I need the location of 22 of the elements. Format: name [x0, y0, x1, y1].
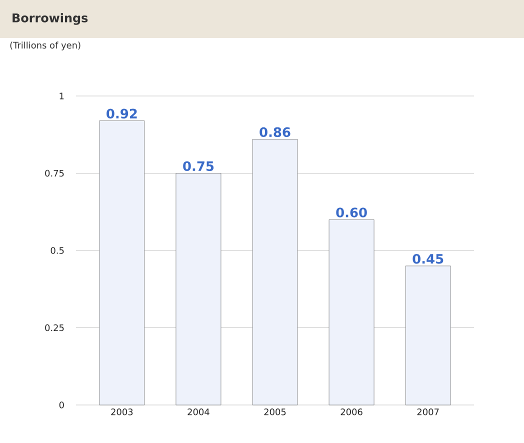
y-tick-label: 0.75: [45, 170, 64, 177]
y-tick-label: 0: [59, 402, 64, 408]
data-label: 0.60: [336, 208, 367, 218]
x-tick-label: 2003: [111, 408, 133, 416]
y-tick-label: 0.5: [50, 247, 64, 254]
bar: [328, 219, 374, 406]
data-label: 0.45: [412, 254, 444, 264]
data-label: 0.86: [260, 127, 290, 138]
data-label: 0.75: [183, 161, 214, 172]
x-tick-label: 2004: [188, 408, 210, 416]
y-tick-label: 0.25: [45, 324, 64, 332]
x-tick-label: 2006: [340, 408, 362, 416]
chart-title: Borrowings: [12, 13, 88, 25]
bar: [252, 139, 298, 406]
bar: [99, 120, 145, 406]
x-tick-label: 2007: [417, 408, 439, 416]
bar: [405, 266, 451, 406]
data-label: 0.92: [106, 108, 137, 119]
bar: [176, 173, 222, 406]
x-tick-label: 2005: [264, 408, 286, 416]
chart-subtitle: (Trillions of yen): [10, 42, 80, 50]
y-tick-label: 1: [60, 92, 64, 100]
